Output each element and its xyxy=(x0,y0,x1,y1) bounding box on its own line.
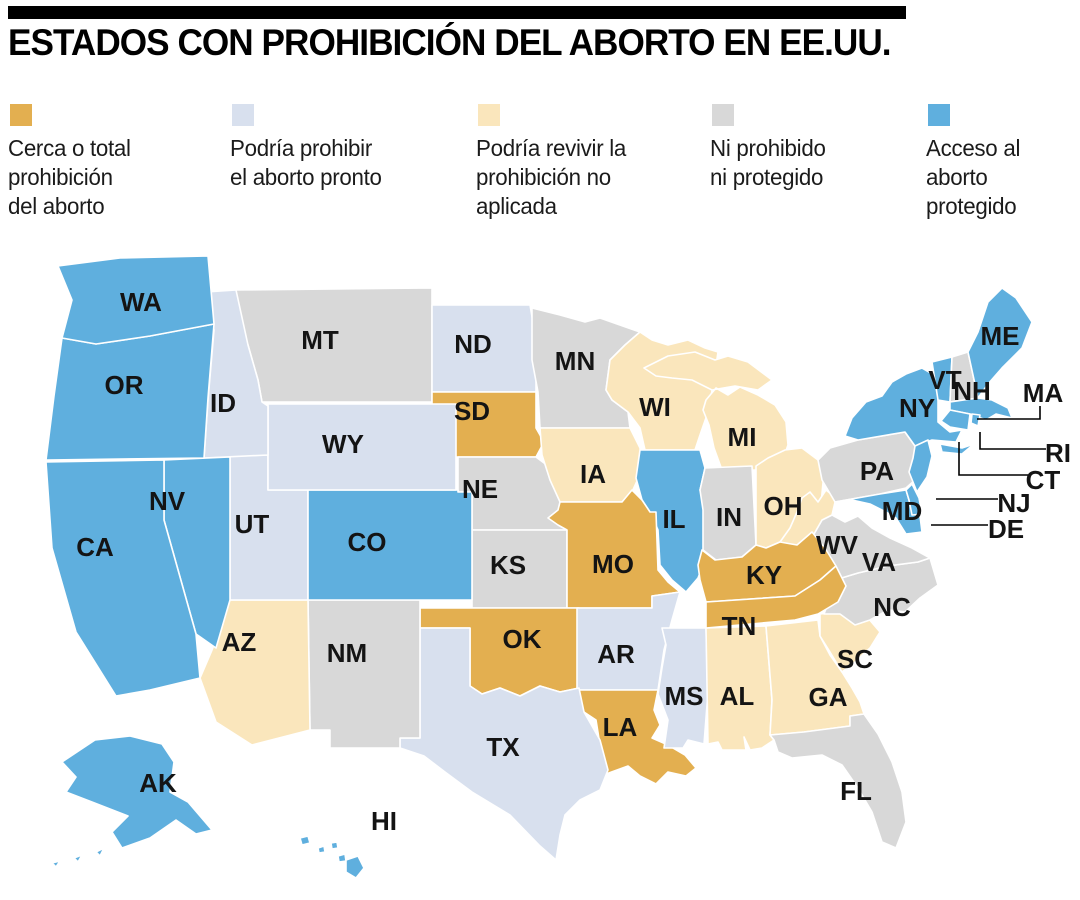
state-label-nm: NM xyxy=(327,638,367,668)
legend-item-revive: Podría revivir la prohibición no aplicad… xyxy=(476,100,691,221)
state-label-ia: IA xyxy=(580,459,606,489)
state-label-ny: NY xyxy=(899,393,935,423)
state-label-hi: HI xyxy=(371,806,397,836)
legend-swatch-neither xyxy=(712,104,734,126)
callout-line-ri xyxy=(979,432,1046,450)
state-ri xyxy=(970,413,981,427)
state-label-id: ID xyxy=(210,388,236,418)
state-label-ca: CA xyxy=(76,532,114,562)
state-label-ma: MA xyxy=(1023,378,1064,408)
legend-swatch-ban xyxy=(10,104,32,126)
legend-label-neither: Ni prohibido ni protegido xyxy=(710,135,826,190)
state-label-ky: KY xyxy=(746,560,782,590)
state-label-ak: AK xyxy=(139,768,177,798)
state-de xyxy=(905,483,923,516)
legend-label-ban: Cerca o total prohibición del aborto xyxy=(8,135,131,219)
state-ak xyxy=(51,735,213,868)
state-ky xyxy=(697,531,837,603)
state-wy xyxy=(267,403,457,491)
state-label-ri: RI xyxy=(1045,438,1071,468)
state-ca xyxy=(45,459,201,697)
legend-item-ban: Cerca o total prohibición del aborto xyxy=(8,100,223,221)
state-label-wy: WY xyxy=(322,429,364,459)
state-label-ar: AR xyxy=(597,639,635,669)
state-label-wv: WV xyxy=(816,530,859,560)
legend-item-neither: Ni prohibido ni protegido xyxy=(710,100,925,192)
state-tx xyxy=(399,627,609,861)
callout-line-ct xyxy=(958,442,1028,476)
legend-item-soon: Podría prohibir el aborto pronto xyxy=(230,100,445,192)
state-label-me: ME xyxy=(981,321,1020,351)
state-label-co: CO xyxy=(348,527,387,557)
state-label-tx: TX xyxy=(486,732,520,762)
state-nj xyxy=(908,439,933,493)
legend-label-soon: Podría prohibir el aborto pronto xyxy=(230,135,382,190)
legend-swatch-revive xyxy=(478,104,500,126)
state-wa xyxy=(57,255,215,345)
state-label-va: VA xyxy=(862,547,896,577)
title-bar xyxy=(8,6,906,19)
state-hi xyxy=(299,835,365,879)
state-label-de: DE xyxy=(988,514,1024,544)
state-label-vt: VT xyxy=(928,365,961,395)
state-label-tn: TN xyxy=(722,611,757,641)
state-label-ct: CT xyxy=(1026,465,1061,495)
state-label-in: IN xyxy=(716,502,742,532)
state-mi xyxy=(643,351,789,471)
legend-swatch-soon xyxy=(232,104,254,126)
state-label-sc: SC xyxy=(837,644,873,674)
state-label-la: LA xyxy=(603,712,638,742)
state-tn xyxy=(705,565,847,629)
state-ct xyxy=(940,409,971,431)
state-label-sd: SD xyxy=(454,396,490,426)
state-label-nj: NJ xyxy=(997,488,1030,518)
state-label-or: OR xyxy=(105,370,144,400)
state-label-ms: MS xyxy=(665,681,704,711)
state-fl xyxy=(769,713,907,849)
legend-item-protected: Acceso al aborto protegido xyxy=(926,100,1080,221)
state-az xyxy=(199,599,311,746)
state-co xyxy=(307,489,473,601)
state-label-nv: NV xyxy=(149,486,186,516)
state-label-mo: MO xyxy=(592,549,634,579)
state-label-pa: PA xyxy=(860,456,894,486)
state-label-il: IL xyxy=(662,504,685,534)
legend-label-revive: Podría revivir la prohibición no aplicad… xyxy=(476,135,627,219)
state-md xyxy=(834,489,923,535)
page-title: ESTADOS CON PROHIBICIÓN DEL ABORTO EN EE… xyxy=(8,22,892,63)
state-label-ut: UT xyxy=(235,509,270,539)
state-label-mn: MN xyxy=(555,346,595,376)
legend: Cerca o total prohibición del aborto Pod… xyxy=(0,100,1080,240)
state-me xyxy=(967,287,1033,399)
state-label-az: AZ xyxy=(222,627,257,657)
state-label-ne: NE xyxy=(462,474,498,504)
state-label-wi: WI xyxy=(639,392,671,422)
state-label-mi: MI xyxy=(728,422,757,452)
state-label-nd: ND xyxy=(454,329,492,359)
state-label-fl: FL xyxy=(840,776,872,806)
legend-label-protected: Acceso al aborto protegido xyxy=(926,135,1021,219)
callout-line-ma xyxy=(977,406,1041,420)
state-label-md: MD xyxy=(882,496,922,526)
state-label-nh: NH xyxy=(953,376,991,406)
state-label-ok: OK xyxy=(503,624,542,654)
state-label-ga: GA xyxy=(809,682,848,712)
state-label-mt: MT xyxy=(301,325,339,355)
state-label-nc: NC xyxy=(873,592,911,622)
state-nm xyxy=(307,599,421,749)
state-label-wa: WA xyxy=(120,287,162,317)
state-label-al: AL xyxy=(720,681,755,711)
state-label-ks: KS xyxy=(490,550,526,580)
legend-swatch-protected xyxy=(928,104,950,126)
state-label-oh: OH xyxy=(764,491,803,521)
